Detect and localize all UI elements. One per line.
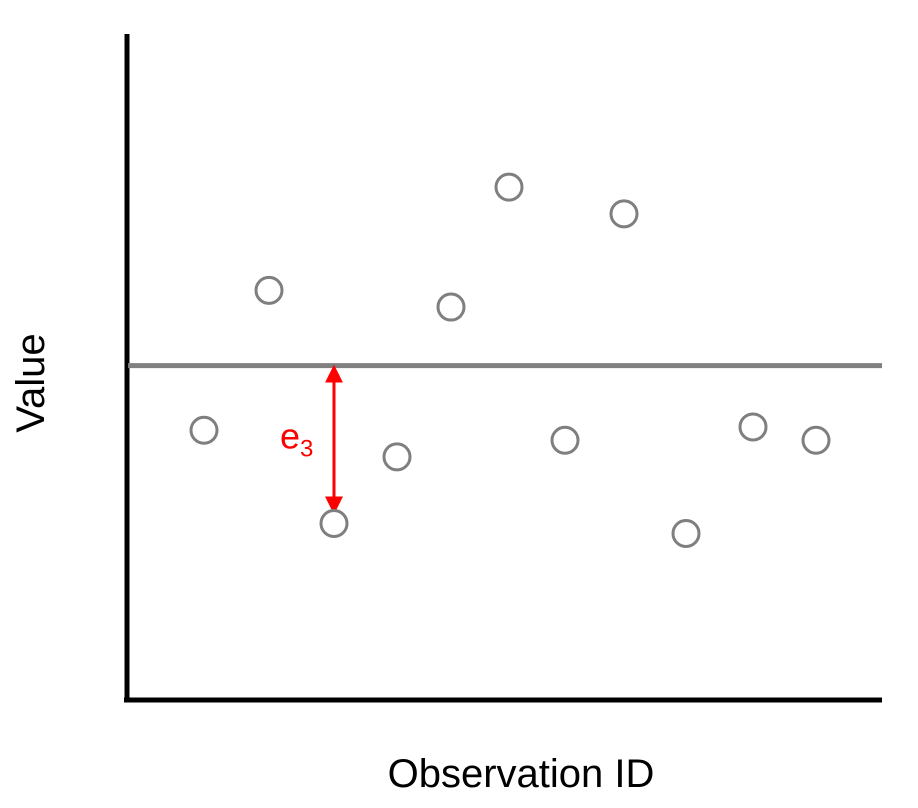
x-axis-label: Observation ID: [388, 752, 655, 796]
data-point: [550, 425, 580, 455]
data-point: [738, 412, 768, 442]
data-point: [319, 509, 349, 539]
data-point: [254, 275, 284, 305]
data-point: [382, 442, 412, 472]
residual-label-main: e: [280, 416, 300, 457]
data-point: [189, 415, 219, 445]
residual-label-subscript: 3: [300, 436, 313, 463]
data-point: [671, 519, 701, 548]
data-point: [436, 292, 466, 322]
data-points: [189, 172, 831, 548]
data-point: [609, 199, 639, 229]
data-point: [494, 172, 524, 202]
residual-label: e3: [280, 416, 313, 463]
y-axis-label: Value: [9, 333, 53, 432]
data-point: [801, 425, 831, 455]
